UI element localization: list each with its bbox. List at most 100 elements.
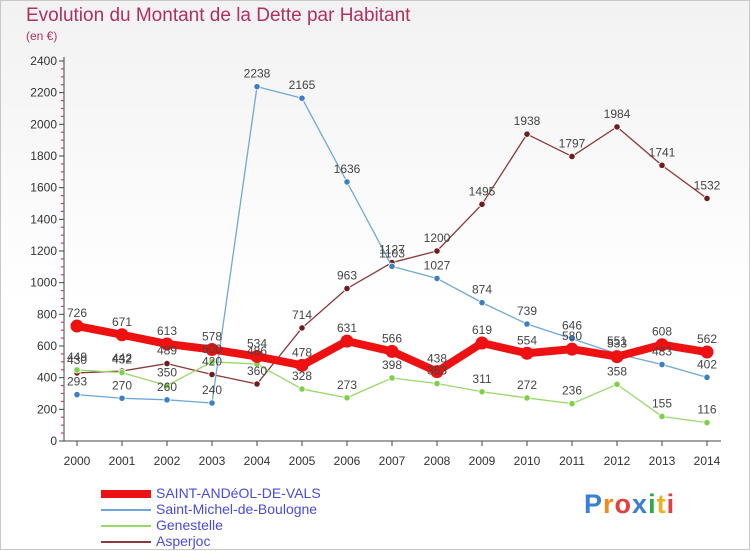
x-tick-label: 2011 [559,454,585,468]
data-label: 442 [112,351,132,365]
logo-letter: i [648,489,657,519]
data-point [703,419,711,427]
logo-letter: o [614,489,633,519]
data-label: 311 [472,372,491,386]
data-point [208,370,216,379]
data-label: 533 [607,337,627,351]
logo-letter: x [632,489,649,519]
data-label: 478 [292,345,312,359]
data-point [385,344,399,358]
data-point [163,396,171,404]
axes: 0 200 400 600 800 1000 1200 1400 1600 1800 2000 220… [30,54,721,468]
series-layer [70,83,714,427]
y-tick-label: 0 [50,434,57,448]
data-point [523,394,531,402]
data-point [73,391,81,399]
data-point [568,152,576,161]
data-label: 236 [562,384,582,398]
data-label: 1127 [379,243,405,257]
data-point [520,346,534,360]
data-label: 240 [202,383,222,397]
data-point [658,161,666,169]
data-point [115,328,129,342]
data-point [295,358,309,372]
data-label: 272 [517,378,537,392]
data-point [613,123,621,131]
data-label: 438 [427,352,447,366]
data-label: 155 [652,396,672,410]
logo-letter: i [666,489,676,519]
x-tick-label: 2000 [64,454,91,468]
data-label: 739 [517,304,537,318]
data-point [700,345,714,359]
data-point [433,274,441,282]
data-label: 1200 [424,231,451,245]
data-label: 328 [292,369,312,383]
data-label: 578 [202,329,222,343]
data-label: 1797 [559,136,586,150]
data-point [253,380,261,388]
x-tick-label: 2008 [424,454,451,468]
data-label: 671 [112,315,132,329]
y-tick-label: 400 [37,371,57,385]
data-point [475,336,489,350]
data-label: 363 [427,364,447,378]
y-tick-label: 1400 [30,212,57,226]
x-tick-label: 2014 [694,454,721,468]
x-tick-label: 2003 [199,454,226,468]
data-point [340,334,354,348]
data-label: 358 [607,364,627,378]
data-point [343,284,351,293]
data-label: 619 [472,323,492,337]
data-point [205,342,219,356]
x-tick-label: 2009 [469,454,496,468]
y-tick-label: 2400 [30,54,57,68]
data-point [433,247,441,255]
data-point [343,394,351,402]
data-label: 551 [607,334,627,348]
x-tick-label: 2010 [514,454,541,468]
legend-swatch [101,525,151,527]
data-label: 646 [562,319,582,333]
legend-swatch [101,490,151,498]
data-label: 430 [67,353,87,367]
data-point [613,380,621,388]
data-label: 489 [157,344,177,358]
data-label: 1984 [604,107,631,121]
y-tick-label: 1600 [30,181,57,195]
data-label: 486 [247,344,267,358]
x-tick-label: 2004 [244,454,271,468]
data-label: 1103 [379,246,405,260]
data-point [118,394,126,402]
data-point [253,83,261,91]
y-tick-label: 600 [37,339,57,353]
data-label: 566 [382,331,402,345]
data-point [298,94,306,102]
x-tick-label: 2002 [154,454,181,468]
data-point [250,349,264,363]
data-point [70,319,84,333]
legend-label: Genestelle [156,517,223,533]
data-point [478,200,486,208]
data-point [343,178,351,186]
data-point [118,368,126,377]
logo-letter: t [656,489,667,519]
data-point [388,374,396,382]
data-label: 1938 [514,114,541,128]
x-tick-label: 2013 [649,454,676,468]
data-label: 1027 [424,258,451,272]
data-label: 273 [337,378,357,392]
legend-label: Saint-Michel-de-Boulogne [156,501,318,517]
data-point [703,194,711,203]
data-label: 398 [382,358,402,372]
data-labels: 430 442 489 420 360 714 963 1127 1200 1495 1938 179… [67,67,721,417]
data-point [568,335,576,343]
data-point [565,342,579,356]
y-tick-label: 800 [37,307,57,321]
legend-swatch [101,509,151,511]
data-point [208,358,216,366]
data-label: 1741 [649,145,676,159]
data-label: 2165 [289,78,316,92]
chart-title: Evolution du Montant de la Dette par Hab… [26,5,411,26]
